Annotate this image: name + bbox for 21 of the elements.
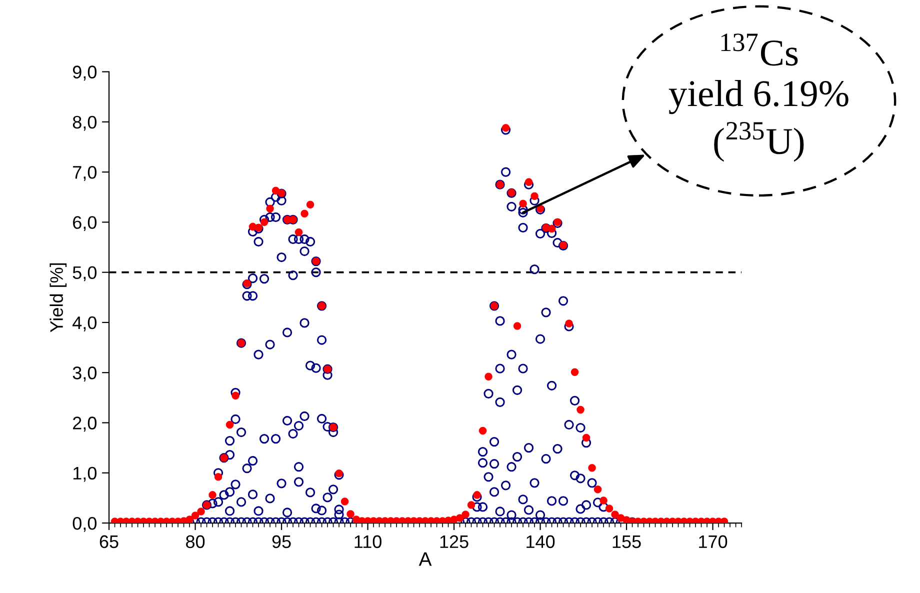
y-tick-label: 7,0 (73, 166, 97, 181)
x-tick-label: 80 (186, 535, 205, 548)
x-tick-label: 155 (612, 535, 641, 548)
y-tick-label: 2,0 (73, 416, 97, 432)
x-tick-label: 125 (440, 535, 468, 548)
x-tick-label: 170 (699, 535, 728, 548)
y-tick-label: 1,0 (73, 466, 97, 482)
y-tick-label: 3,0 (72, 366, 97, 382)
y-tick-label: 8,0 (72, 116, 97, 131)
annotation: $^{137}$Cs yield 6.19% ($^{235}$U) (668, 34, 848, 162)
y-tick-label: 6,0 (73, 216, 97, 232)
y-axis-title: Yield [%] (50, 263, 67, 332)
y-tick-label: 5,0 (72, 266, 97, 282)
y-tick-label: 4,0 (72, 316, 97, 332)
x-axis-title: A (418, 552, 432, 566)
x-tick-label: 110 (354, 535, 382, 548)
x-tick-label: 95 (272, 535, 291, 548)
y-tick-label: 0,0 (72, 516, 97, 532)
y-tick-label: 9,0 (72, 66, 97, 81)
x-tick-label: 140 (526, 535, 555, 548)
x-tick-label: 65 (100, 535, 118, 548)
